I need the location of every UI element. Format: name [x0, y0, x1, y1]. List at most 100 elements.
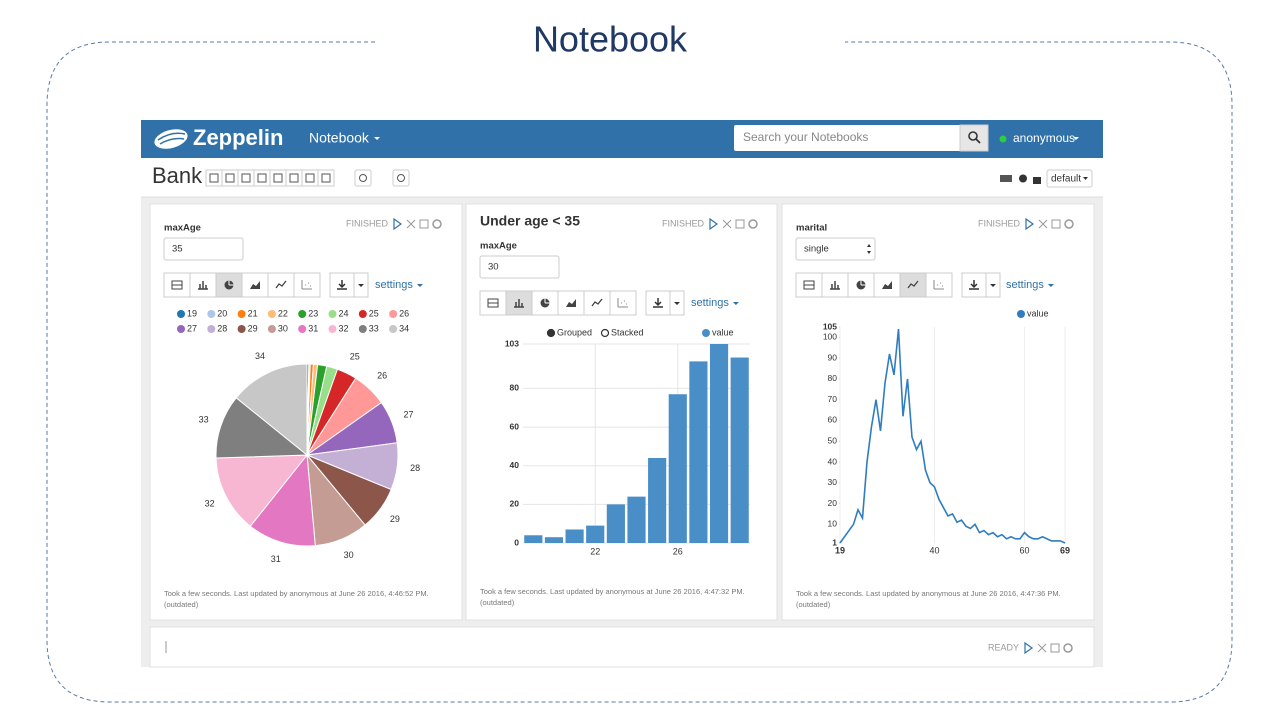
legend-swatch[interactable]	[389, 310, 398, 318]
legend-swatch[interactable]	[702, 329, 710, 337]
legend-swatch[interactable]	[237, 310, 246, 318]
bar[interactable]	[606, 504, 625, 543]
bar[interactable]	[565, 529, 584, 543]
gear-icon[interactable]	[1064, 219, 1074, 229]
trash-glyph	[359, 174, 367, 182]
chart-type-button[interactable]	[873, 272, 901, 298]
legend-swatch[interactable]	[237, 325, 246, 333]
legend-swatch[interactable]	[389, 325, 398, 333]
notebook-menu[interactable]: Notebook	[309, 130, 370, 146]
param-input[interactable]	[479, 255, 560, 279]
toolbar-button[interactable]	[237, 169, 255, 187]
slice-label: 34	[255, 351, 265, 361]
pie-slice	[249, 453, 316, 547]
bar[interactable]	[627, 496, 646, 543]
bar[interactable]	[709, 344, 729, 543]
notebook-title[interactable]: Bank	[152, 163, 203, 188]
book-icon[interactable]	[1050, 643, 1060, 653]
bar[interactable]	[524, 535, 543, 543]
search-box[interactable]	[734, 125, 988, 151]
settings-icon[interactable]	[1019, 174, 1027, 183]
bar[interactable]	[648, 457, 667, 543]
chart-type-button[interactable]	[267, 272, 295, 298]
legend-label: 23	[308, 308, 318, 318]
control-radio[interactable]	[546, 328, 556, 338]
bar[interactable]	[668, 394, 687, 543]
expand-icon[interactable]	[722, 219, 732, 229]
legend-swatch[interactable]	[328, 325, 337, 333]
user-menu[interactable]: anonymous	[1013, 131, 1075, 145]
slice-label: 32	[205, 498, 215, 508]
legend-swatch[interactable]	[1017, 310, 1025, 318]
search-button[interactable]	[959, 124, 989, 152]
lock-icon[interactable]	[1033, 177, 1041, 184]
download-icon	[337, 280, 347, 290]
gear-icon[interactable]	[1063, 643, 1073, 653]
toolbar-button[interactable]	[301, 169, 319, 187]
settings-link[interactable]: settings	[1006, 279, 1044, 291]
param-input[interactable]	[163, 237, 244, 261]
x-tick-label: 40	[929, 545, 939, 555]
chart-type-button[interactable]	[241, 272, 269, 298]
chart-type-button[interactable]	[293, 272, 321, 298]
y-tick-label: 40	[510, 460, 520, 470]
line-series[interactable]	[839, 328, 1066, 544]
chart-type-button[interactable]	[925, 272, 953, 298]
toolbar-button[interactable]	[269, 169, 287, 187]
legend-label: 28	[217, 323, 227, 333]
param-label: maxAge	[164, 223, 201, 234]
gear-button[interactable]	[392, 169, 410, 187]
brand[interactable]: Zeppelin	[193, 125, 283, 150]
toolbar-button[interactable]	[205, 169, 223, 187]
interpreter-select[interactable]	[1046, 169, 1093, 188]
expand-icon[interactable]	[1038, 219, 1048, 229]
y-tick-label: 90	[828, 352, 838, 362]
gear-icon[interactable]	[748, 219, 758, 229]
toolbar-button[interactable]	[253, 169, 271, 187]
legend-label: 27	[187, 323, 197, 333]
chart-type-button[interactable]	[821, 272, 849, 298]
legend-swatch[interactable]	[267, 325, 276, 333]
book-icon[interactable]	[419, 219, 429, 229]
control-radio[interactable]	[600, 328, 610, 338]
legend-swatch[interactable]	[207, 325, 216, 333]
legend-swatch[interactable]	[358, 325, 367, 333]
toolbar-button[interactable]	[317, 169, 335, 187]
run-icon[interactable]	[1024, 641, 1034, 655]
legend-swatch[interactable]	[328, 310, 337, 318]
bar[interactable]	[689, 361, 708, 543]
legend-swatch[interactable]	[358, 310, 367, 318]
toolbar-button[interactable]	[221, 169, 239, 187]
settings-link[interactable]: settings	[691, 297, 729, 309]
legend-swatch[interactable]	[267, 310, 276, 318]
book-icon[interactable]	[1051, 219, 1061, 229]
toolbar-glyph	[225, 173, 235, 183]
settings-link[interactable]: settings	[375, 279, 413, 291]
legend-label: value	[712, 327, 734, 337]
bar[interactable]	[586, 525, 605, 543]
legend-swatch[interactable]	[207, 310, 216, 318]
bar[interactable]	[730, 357, 749, 543]
expand-icon[interactable]	[1037, 643, 1047, 653]
gear-icon[interactable]	[432, 219, 442, 229]
trash-button[interactable]	[354, 169, 372, 187]
run-icon[interactable]	[393, 217, 403, 231]
pie-slice	[215, 397, 309, 459]
param-select[interactable]	[795, 237, 876, 261]
logo	[154, 129, 188, 149]
legend-swatch[interactable]	[298, 325, 307, 333]
slice-label: 33	[199, 415, 209, 425]
legend-swatch[interactable]	[177, 310, 185, 318]
toolbar-button[interactable]	[285, 169, 303, 187]
expand-icon[interactable]	[406, 219, 416, 229]
chart-type-button[interactable]	[609, 290, 637, 316]
chart-type-button[interactable]	[557, 290, 585, 316]
keyboard-icon[interactable]	[1000, 175, 1012, 182]
run-icon[interactable]	[1025, 217, 1035, 231]
legend-swatch[interactable]	[177, 325, 185, 333]
book-icon[interactable]	[735, 219, 745, 229]
legend-swatch[interactable]	[298, 310, 307, 318]
run-icon[interactable]	[709, 217, 719, 231]
bar[interactable]	[544, 537, 564, 543]
pie-slice	[235, 363, 308, 457]
